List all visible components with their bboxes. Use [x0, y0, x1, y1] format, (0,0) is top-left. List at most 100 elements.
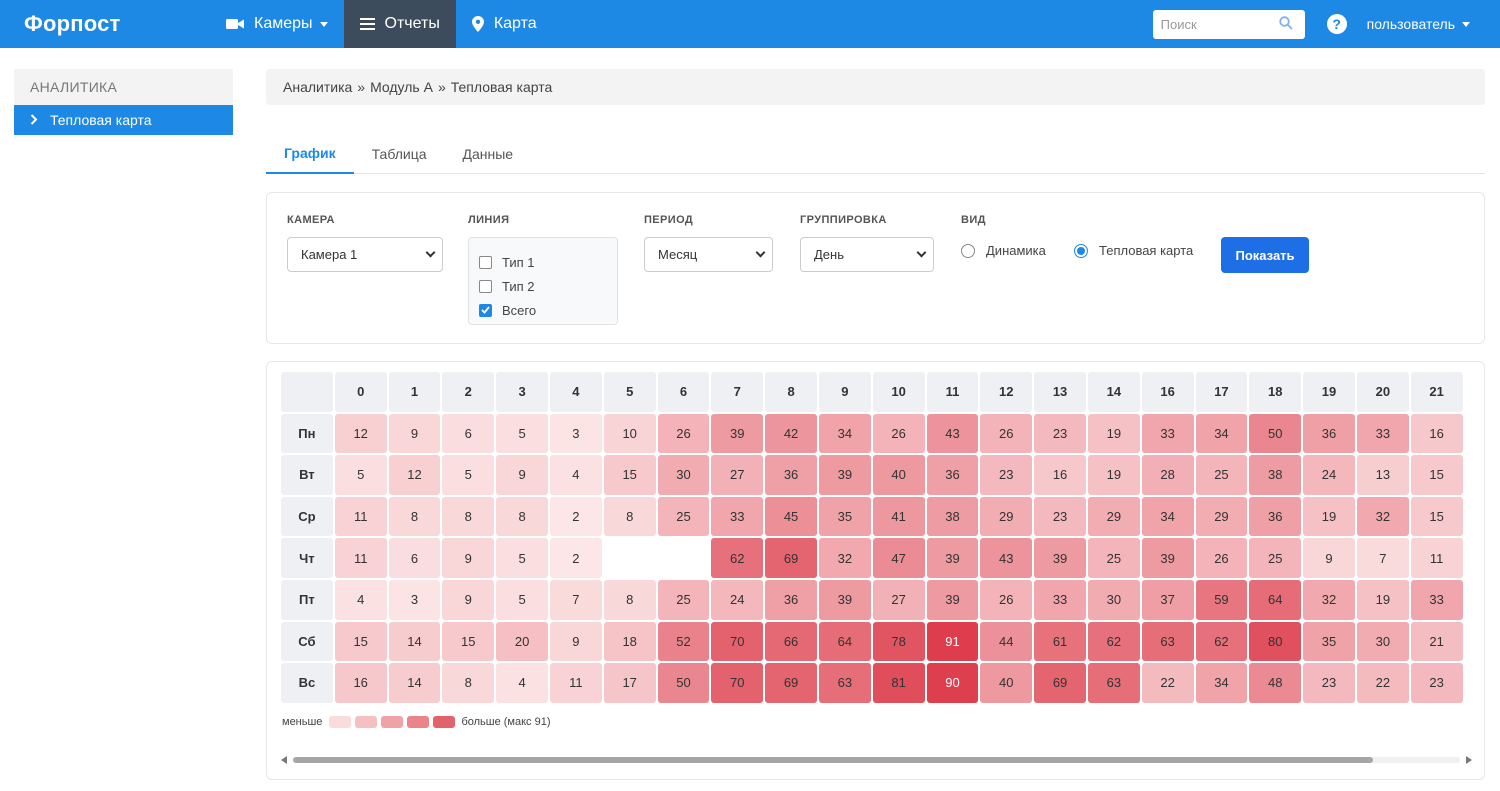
heatmap-cell[interactable]: 9 — [549, 621, 602, 662]
scroll-right-icon[interactable] — [1466, 756, 1472, 764]
heatmap-cell[interactable]: 18 — [603, 621, 656, 662]
heatmap-cell[interactable]: 39 — [711, 413, 764, 454]
heatmap-cell[interactable]: 20 — [496, 621, 548, 662]
heatmap-cell[interactable]: 15 — [1410, 455, 1463, 495]
nav-reports[interactable]: Отчеты — [343, 0, 456, 48]
heatmap-cell[interactable]: 40 — [980, 663, 1033, 703]
heatmap-cell[interactable]: 59 — [1195, 579, 1248, 620]
heatmap-cell[interactable]: 36 — [765, 455, 817, 495]
heatmap-cell[interactable]: 27 — [872, 579, 925, 620]
heatmap-cell[interactable]: 25 — [657, 579, 710, 620]
heatmap-cell[interactable]: 69 — [1034, 663, 1086, 703]
heatmap-cell[interactable]: 44 — [980, 621, 1033, 662]
heatmap-cell[interactable]: 39 — [1034, 538, 1086, 578]
heatmap-cell[interactable]: 39 — [818, 579, 871, 620]
tab-chart[interactable]: График — [266, 133, 354, 174]
heatmap-cell[interactable]: 35 — [1303, 621, 1355, 662]
nav-cameras[interactable]: Камеры — [210, 0, 344, 48]
heatmap-cell[interactable]: 12 — [388, 455, 441, 495]
scroll-thumb[interactable] — [293, 757, 1373, 763]
heatmap-cell[interactable]: 38 — [926, 496, 979, 537]
heatmap-cell[interactable]: 66 — [765, 621, 817, 662]
horizontal-scrollbar[interactable] — [279, 752, 1474, 768]
heatmap-cell[interactable]: 61 — [1034, 621, 1086, 662]
heatmap-cell[interactable]: 62 — [1087, 621, 1140, 662]
heatmap-cell[interactable]: 43 — [980, 538, 1033, 578]
heatmap-cell[interactable]: 63 — [1141, 621, 1194, 662]
heatmap-cell[interactable]: 30 — [657, 455, 710, 495]
heatmap-cell[interactable]: 25 — [1087, 538, 1140, 578]
heatmap-cell[interactable]: 2 — [549, 538, 602, 578]
heatmap-cell[interactable]: 3 — [388, 579, 441, 620]
heatmap-cell[interactable]: 9 — [1303, 538, 1355, 578]
heatmap-cell[interactable]: 5 — [442, 455, 495, 495]
heatmap-cell[interactable]: 13 — [1356, 455, 1409, 495]
heatmap-cell[interactable]: 40 — [872, 455, 925, 495]
heatmap-cell[interactable]: 16 — [334, 663, 387, 703]
help-icon[interactable]: ? — [1326, 14, 1347, 34]
tab-data[interactable]: Данные — [462, 145, 514, 162]
breadcrumb-item[interactable]: Аналитика — [283, 79, 353, 95]
heatmap-cell[interactable]: 63 — [1087, 663, 1140, 703]
heatmap-cell[interactable]: 11 — [1410, 538, 1463, 578]
heatmap-cell[interactable]: 33 — [1034, 579, 1086, 620]
heatmap-cell[interactable]: 16 — [1034, 455, 1086, 495]
heatmap-cell[interactable]: 19 — [1087, 413, 1140, 454]
heatmap-cell[interactable]: 36 — [1249, 496, 1302, 537]
heatmap-cell[interactable]: 42 — [765, 413, 817, 454]
user-menu[interactable]: пользователь — [1367, 16, 1470, 32]
camera-select[interactable]: Камера 1 — [287, 237, 443, 272]
heatmap-cell[interactable]: 50 — [1249, 413, 1302, 454]
heatmap-cell[interactable]: 26 — [657, 413, 710, 454]
heatmap-cell[interactable]: 34 — [818, 413, 871, 454]
tab-table[interactable]: Таблица — [371, 145, 427, 162]
heatmap-cell[interactable]: 8 — [603, 579, 656, 620]
heatmap-cell[interactable]: 16 — [1410, 413, 1463, 454]
heatmap-cell[interactable]: 26 — [980, 413, 1033, 454]
heatmap-cell[interactable]: 15 — [1410, 496, 1463, 537]
heatmap-cell[interactable]: 32 — [1303, 579, 1355, 620]
heatmap-cell[interactable]: 36 — [765, 579, 817, 620]
heatmap-cell[interactable]: 19 — [1303, 496, 1355, 537]
heatmap-cell[interactable]: 8 — [442, 496, 495, 537]
scroll-left-icon[interactable] — [281, 756, 287, 764]
checkbox-type2[interactable] — [479, 279, 492, 293]
heatmap-cell[interactable]: 35 — [818, 496, 871, 537]
heatmap-cell[interactable]: 45 — [765, 496, 817, 537]
nav-map[interactable]: Карта — [456, 0, 553, 48]
heatmap-cell[interactable]: 28 — [1141, 455, 1194, 495]
heatmap-cell[interactable]: 21 — [1410, 621, 1463, 662]
heatmap-cell[interactable]: 62 — [1195, 621, 1248, 662]
heatmap-cell[interactable]: 11 — [334, 538, 387, 578]
radio-dynamics[interactable] — [961, 243, 975, 258]
heatmap-cell[interactable]: 64 — [818, 621, 871, 662]
heatmap-cell[interactable]: 4 — [549, 455, 602, 495]
heatmap-cell[interactable]: 78 — [872, 621, 925, 662]
heatmap-cell[interactable]: 15 — [442, 621, 495, 662]
heatmap-cell[interactable]: 37 — [1141, 579, 1194, 620]
heatmap-cell[interactable]: 91 — [926, 621, 979, 662]
heatmap-cell[interactable]: 7 — [1356, 538, 1409, 578]
search-input[interactable] — [1160, 16, 1279, 32]
heatmap-cell[interactable]: 63 — [818, 663, 871, 703]
heatmap-cell[interactable]: 41 — [872, 496, 925, 537]
heatmap-cell[interactable]: 5 — [334, 455, 387, 495]
heatmap-cell[interactable] — [603, 538, 656, 578]
heatmap-cell[interactable]: 39 — [1141, 538, 1194, 578]
heatmap-cell[interactable]: 90 — [926, 663, 979, 703]
heatmap-cell[interactable]: 17 — [603, 663, 656, 703]
heatmap-cell[interactable]: 32 — [1356, 496, 1409, 537]
heatmap-cell[interactable]: 8 — [603, 496, 656, 537]
heatmap-cell[interactable]: 70 — [711, 621, 764, 662]
heatmap-cell[interactable]: 29 — [980, 496, 1033, 537]
heatmap-cell[interactable]: 69 — [765, 663, 817, 703]
checkbox-total[interactable] — [479, 303, 492, 317]
view-option-heatmap[interactable]: Тепловая карта — [1074, 243, 1193, 258]
heatmap-cell[interactable]: 29 — [1195, 496, 1248, 537]
heatmap-cell[interactable]: 48 — [1249, 663, 1302, 703]
heatmap-cell[interactable]: 9 — [496, 455, 548, 495]
heatmap-cell[interactable]: 26 — [872, 413, 925, 454]
heatmap-cell[interactable]: 8 — [442, 663, 495, 703]
heatmap-cell[interactable]: 33 — [1141, 413, 1194, 454]
heatmap-cell[interactable]: 15 — [334, 621, 387, 662]
